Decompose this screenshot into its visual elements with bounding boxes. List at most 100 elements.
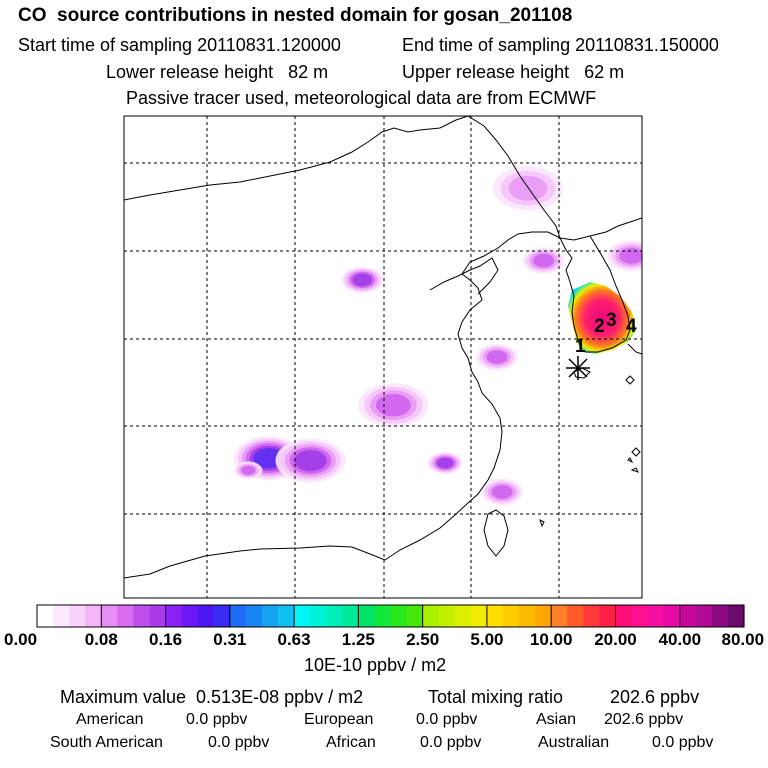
coastlines [124,116,642,579]
source-name-american: American [76,711,144,728]
colorbar-cell [374,605,392,627]
northern-border [124,116,469,201]
colorbar-tick-label: 0.16 [149,630,183,649]
lower-release-label: Lower release height 82 m [106,62,329,82]
source-name-asian: Asian [536,711,577,728]
colorbar-cell [615,605,633,627]
plume-contour [241,465,256,475]
colorbar-frame [36,604,745,628]
colorbar-tick-label: 0.00 [4,630,38,649]
colorbar-cell [535,605,552,627]
source-name-australian: Australian [538,734,610,751]
colorbar-cell [711,605,729,627]
plume-contour [375,393,411,417]
map-content: 1 2 3 4 [124,116,642,598]
plume-contour [491,485,513,499]
colorbar-cell [326,605,343,627]
map-background [124,116,642,598]
colorbar-cell [695,605,713,627]
colorbar-cell [727,605,745,627]
colorbar-cell [519,605,536,627]
colorbar-cell [567,605,584,627]
colorbar-cell [406,605,424,627]
plume-contour [352,273,373,287]
colorbar-cell [486,605,504,627]
colorbar-cell [599,605,617,627]
colorbar-cell [342,605,359,627]
colorbar-tick-label: 5.00 [470,630,504,649]
source-name-european: European [304,711,374,728]
colorbar-cell [647,605,665,627]
source-value-american: 0.0 ppbv [186,711,248,728]
plume-contour [486,350,508,364]
source-value-south-american: 0.0 ppbv [208,734,270,751]
colorbar-cell [197,605,215,627]
source-value-australian: 0.0 ppbv [652,734,714,751]
source-value-european: 0.0 ppbv [416,711,478,728]
plume-layer [234,166,642,506]
colorbar-tick-label: 1.25 [341,630,375,649]
korea-east-coast [581,235,631,353]
receptor-marker [566,356,590,380]
colorbar-cell [438,605,456,627]
colorbar-cell [454,605,472,627]
colorbar-cell [245,605,263,627]
colorbar-tick-label: 0.31 [213,630,247,649]
colorbar-cell [470,605,488,627]
map-frame [123,115,643,599]
colorbar-cell [261,605,279,627]
colorbar-cell [149,605,167,627]
colorbar-tick-label: 20.00 [594,630,637,649]
colorbar-cell [679,605,697,627]
colorbar-cell [502,605,520,627]
tracer-note: Passive tracer used, meteorological data… [126,88,597,108]
plume-contour [533,253,555,268]
source-region-labels: 1 2 3 4 [575,310,637,357]
source-name-south-american: South American [50,734,163,751]
end-time-label: End time of sampling 20110831.150000 [402,35,719,55]
colorbar-tick-label: 10.00 [529,630,573,649]
colorbar-cell [133,605,151,627]
max-value-label: Maximum value 0.513E-08 ppbv / m2 [60,687,364,707]
source-value-african: 0.0 ppbv [420,734,482,751]
source-label-1: 1 [575,336,586,357]
colorbar-cell [390,605,408,627]
colorbar-cell [181,605,199,627]
colorbar-tick-label: 0.63 [277,630,311,649]
colorbar-tick-label: 2.50 [406,630,440,649]
upper-release-label: Upper release height 62 m [402,62,625,82]
mainland-coast [124,217,642,579]
colorbar-cell [37,605,54,627]
total-mixing-value: 202.6 ppbv [610,687,700,707]
source-hotspot [568,282,636,354]
korea-west-coast [559,237,583,351]
colorbar-unit: 10E-10 ppbv / m2 [304,655,447,675]
taiwan-coast [483,509,509,557]
islands [539,375,641,528]
colorbar-tick-label: 40.00 [658,630,702,649]
colorbar-cell [165,605,183,627]
colorbar-cell [310,605,327,627]
plume-contour [619,247,642,264]
inner-border [467,116,561,239]
plume-contour [294,450,327,472]
kyushu-coast [627,343,642,355]
chart-title: CO source contributions in nested domain… [18,5,573,26]
colorbar-cell [53,605,70,627]
plume-contour [437,457,454,469]
colorbar-cell [358,605,376,627]
colorbar-cell [663,605,681,627]
colorbar-cell [85,605,102,627]
colorbar-cell [294,605,311,627]
colorbar-cell [213,605,231,627]
colorbar-tick-label: 80.00 [721,630,765,649]
start-time-label: Start time of sampling 20110831.120000 [18,35,341,55]
colorbar-cell [583,605,600,627]
colorbar-cell [422,605,440,627]
colorbar-cell [278,605,295,627]
total-mixing-label: Total mixing ratio [428,687,564,707]
colorbar-cell [229,605,247,627]
colorbar-cell [551,605,568,627]
source-label-4: 4 [626,316,637,337]
